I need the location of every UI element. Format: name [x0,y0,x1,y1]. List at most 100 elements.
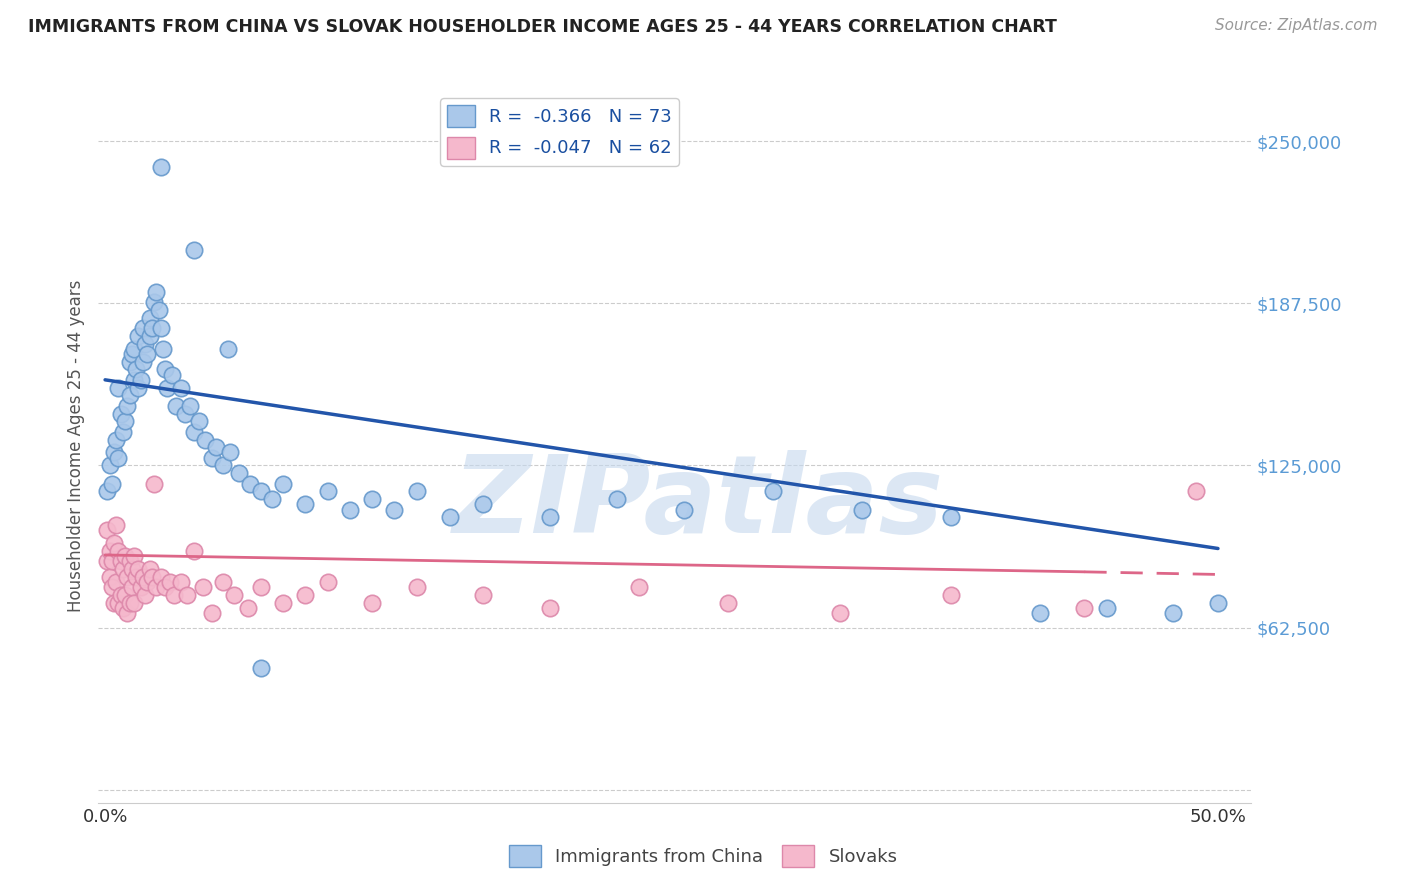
Point [118,554,141,568]
Legend: Immigrants from China, Slovaks: Immigrants from China, Slovaks [502,838,904,874]
Point [100,581,122,595]
Point [117,607,139,621]
Point [96,484,118,499]
Point [1073,601,1095,615]
Point [176,588,198,602]
Point [118,388,141,402]
Point [141,570,163,584]
Point [148,302,170,317]
Point [117,399,139,413]
Point [111,601,134,615]
Point [160,368,183,382]
Point [224,588,246,602]
Point [127,562,149,576]
Point [105,575,128,590]
Point [145,285,167,299]
Point [110,554,132,568]
Point [405,581,427,595]
Point [628,581,651,595]
Point [122,549,145,564]
Point [105,433,128,447]
Point [294,588,316,602]
Point [136,347,159,361]
Point [107,596,129,610]
Point [205,440,228,454]
Point [98,544,121,558]
Text: ZIPatlas: ZIPatlas [453,450,943,556]
Point [143,295,166,310]
Point [179,399,201,413]
Point [132,354,155,368]
Point [159,575,181,590]
Point [103,596,125,610]
Point [236,601,259,615]
Point [250,484,273,499]
Point [127,328,149,343]
Point [239,476,262,491]
Point [316,484,339,499]
Point [125,362,148,376]
Point [472,497,495,511]
Point [194,433,217,447]
Point [271,476,294,491]
Point [361,596,384,610]
Point [294,497,316,511]
Point [384,502,406,516]
Point [114,414,136,428]
Point [111,425,134,439]
Point [149,160,172,174]
Point [103,445,125,459]
Point [218,445,240,459]
Point [250,661,273,675]
Point [939,588,962,602]
Point [183,425,205,439]
Point [114,588,136,602]
Point [96,524,118,538]
Point [165,399,187,413]
Point [98,458,121,473]
Point [201,450,224,465]
Point [762,484,785,499]
Point [98,570,121,584]
Point [1029,607,1052,621]
Point [851,502,873,516]
Legend: R =  -0.366   N = 73, R =  -0.047   N = 62: R = -0.366 N = 73, R = -0.047 N = 62 [440,98,679,166]
Point [127,381,149,395]
Point [107,450,129,465]
Point [141,321,163,335]
Point [149,570,172,584]
Point [191,581,214,595]
Point [136,575,159,590]
Point [250,581,273,595]
Point [183,544,205,558]
Point [271,596,294,610]
Point [183,243,205,257]
Point [170,381,193,395]
Point [717,596,740,610]
Point [156,381,179,395]
Point [405,484,427,499]
Point [118,354,141,368]
Point [538,601,561,615]
Point [316,575,339,590]
Point [212,575,235,590]
Point [472,588,495,602]
Point [672,502,695,516]
Point [138,328,160,343]
Point [114,549,136,564]
Point [153,581,176,595]
Point [538,510,561,524]
Point [129,373,152,387]
Point [107,544,129,558]
Point [260,492,283,507]
Point [132,321,155,335]
Point [129,581,152,595]
Point [100,554,122,568]
Point [110,588,132,602]
Point [152,342,174,356]
Text: Source: ZipAtlas.com: Source: ZipAtlas.com [1215,18,1378,33]
Point [606,492,628,507]
Point [212,458,235,473]
Point [145,581,167,595]
Point [103,536,125,550]
